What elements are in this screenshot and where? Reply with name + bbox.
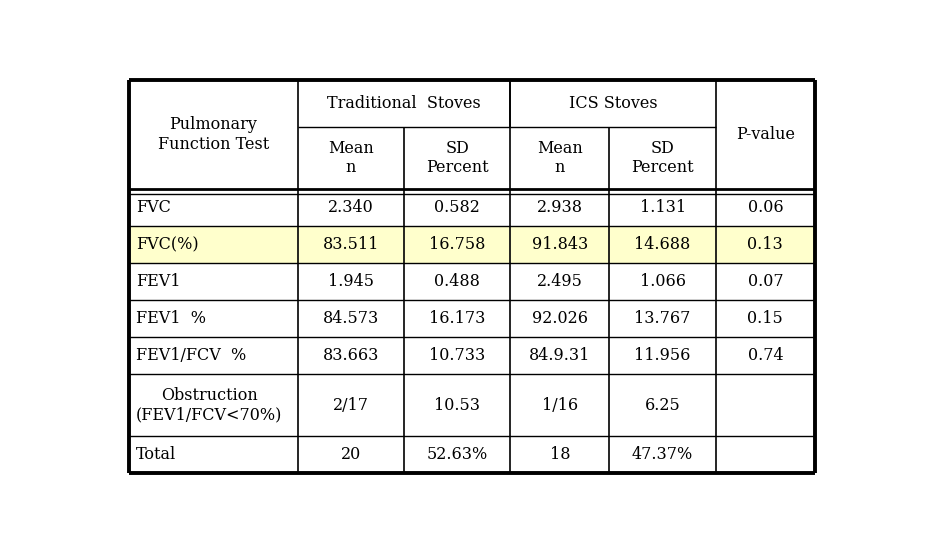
Text: Pulmonary
Function Test: Pulmonary Function Test — [158, 117, 269, 153]
Text: SD
Percent: SD Percent — [425, 139, 489, 176]
Text: 0.74: 0.74 — [747, 347, 783, 364]
Text: 14.688: 14.688 — [634, 236, 691, 253]
Bar — [129, 226, 815, 263]
Text: 1.066: 1.066 — [640, 273, 686, 290]
Text: Traditional  Stoves: Traditional Stoves — [327, 95, 481, 112]
Text: Mean
n: Mean n — [537, 139, 583, 176]
Text: 1/16: 1/16 — [541, 397, 578, 414]
Text: 84.9.31: 84.9.31 — [529, 347, 590, 364]
Text: 10.733: 10.733 — [429, 347, 485, 364]
Text: 11.956: 11.956 — [634, 347, 691, 364]
Text: 0.07: 0.07 — [747, 273, 783, 290]
Text: 10.53: 10.53 — [434, 397, 480, 414]
Text: 47.37%: 47.37% — [632, 446, 693, 463]
Text: 0.488: 0.488 — [434, 273, 480, 290]
Text: 20: 20 — [341, 446, 361, 463]
Text: 84.573: 84.573 — [323, 310, 379, 327]
Text: ICS Stoves: ICS Stoves — [568, 95, 657, 112]
Text: Obstruction
(FEV1/FCV<70%): Obstruction (FEV1/FCV<70%) — [136, 387, 283, 423]
Text: 2/17: 2/17 — [333, 397, 369, 414]
Text: 18: 18 — [550, 446, 570, 463]
Text: 0.06: 0.06 — [747, 199, 783, 216]
Text: 83.511: 83.511 — [323, 236, 379, 253]
Text: 91.843: 91.843 — [532, 236, 588, 253]
Text: FVC(%): FVC(%) — [136, 236, 198, 253]
Text: 83.663: 83.663 — [323, 347, 379, 364]
Text: 2.495: 2.495 — [537, 273, 583, 290]
Text: Total: Total — [136, 446, 176, 463]
Text: 6.25: 6.25 — [644, 397, 680, 414]
Text: 16.758: 16.758 — [429, 236, 486, 253]
Text: Mean
n: Mean n — [328, 139, 374, 176]
Text: 2.340: 2.340 — [328, 199, 374, 216]
Text: 0.15: 0.15 — [747, 310, 783, 327]
Text: 92.026: 92.026 — [532, 310, 588, 327]
Text: 1.131: 1.131 — [640, 199, 686, 216]
Text: 52.63%: 52.63% — [426, 446, 488, 463]
Text: FEV1/FCV  %: FEV1/FCV % — [136, 347, 247, 364]
Text: 0.582: 0.582 — [434, 199, 480, 216]
Text: SD
Percent: SD Percent — [631, 139, 694, 176]
Text: FVC: FVC — [136, 199, 171, 216]
Text: FEV1: FEV1 — [136, 273, 181, 290]
Text: FEV1  %: FEV1 % — [136, 310, 206, 327]
Text: P-value: P-value — [736, 126, 794, 143]
Text: 13.767: 13.767 — [634, 310, 691, 327]
Text: 2.938: 2.938 — [537, 199, 583, 216]
Text: 0.13: 0.13 — [747, 236, 783, 253]
Text: 16.173: 16.173 — [429, 310, 486, 327]
Text: 1.945: 1.945 — [328, 273, 374, 290]
